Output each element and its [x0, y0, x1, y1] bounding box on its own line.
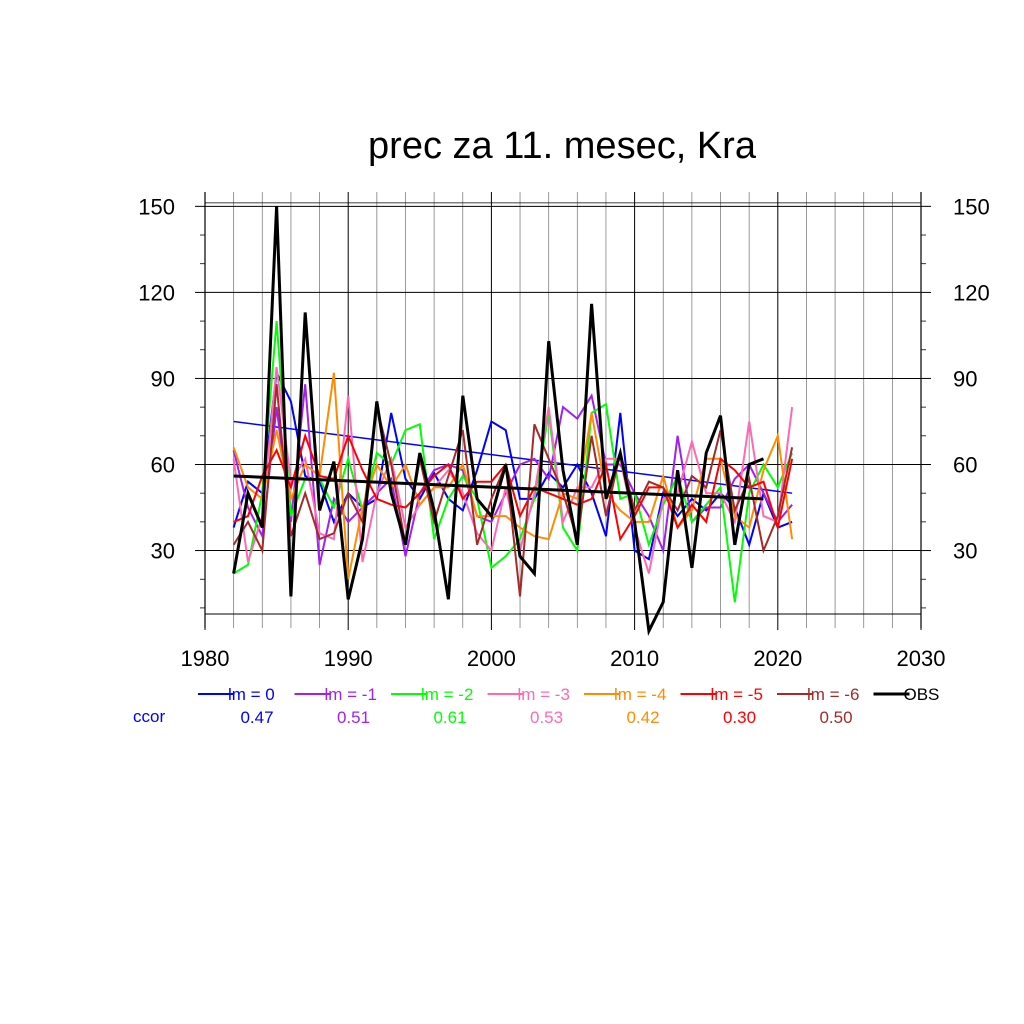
legend-label-1: lm = -1 — [325, 685, 377, 704]
x-tick-label: 1990 — [324, 646, 373, 671]
legend-label-5: lm = -5 — [711, 685, 763, 704]
y-tick-label-left: 120 — [138, 280, 175, 305]
y-tick-label-left: 150 — [138, 194, 175, 219]
legend-label-7: OBS — [904, 685, 940, 704]
y-tick-label-right: 60 — [953, 453, 977, 478]
legend-label-3: lm = -3 — [518, 685, 570, 704]
ccor-value-4: 0.42 — [626, 708, 659, 727]
series-line-6 — [232, 384, 794, 597]
chart-title: prec za 11. mesec, Kra — [368, 125, 757, 167]
series-line-7 — [232, 206, 765, 636]
ccor-value-6: 0.50 — [819, 708, 852, 727]
x-tick-label: 2030 — [897, 646, 946, 671]
ccor-value-2: 0.61 — [433, 708, 466, 727]
x-tick-label: 1980 — [181, 646, 230, 671]
y-tick-label-left: 90 — [151, 366, 175, 391]
legend-label-0: lm = 0 — [228, 685, 275, 704]
y-tick-label-left: 60 — [151, 453, 175, 478]
x-tick-label: 2020 — [753, 646, 802, 671]
ccor-value-5: 0.30 — [723, 708, 756, 727]
y-tick-label-right: 90 — [953, 366, 977, 391]
ccor-value-3: 0.53 — [530, 708, 563, 727]
trend-line-7 — [233, 474, 764, 501]
ccor-value-0: 0.47 — [240, 708, 273, 727]
y-tick-label-right: 120 — [953, 280, 990, 305]
plot-frame — [204, 192, 922, 628]
series-lines — [232, 206, 794, 636]
ccor-value-1: 0.51 — [337, 708, 370, 727]
legend-label-2: lm = -2 — [421, 685, 473, 704]
x-tick-label: 2000 — [467, 646, 516, 671]
y-tick-label-right: 150 — [953, 194, 990, 219]
ccor-label: ccor — [133, 707, 165, 726]
legend-label-4: lm = -4 — [614, 685, 666, 704]
legend-label-6: lm = -6 — [807, 685, 859, 704]
legend: ccor lm = 0 0.47 lm = -1 0.51 lm = -2 0.61 lm =… — [133, 685, 939, 727]
y-tick-label-right: 30 — [953, 539, 977, 564]
axis-ticks: 1980 1990 2000 2010 2020 2030 30 30 60 60 90 90 120 1… — [138, 194, 989, 671]
x-tick-label: 2010 — [610, 646, 659, 671]
y-tick-label-left: 30 — [151, 539, 175, 564]
